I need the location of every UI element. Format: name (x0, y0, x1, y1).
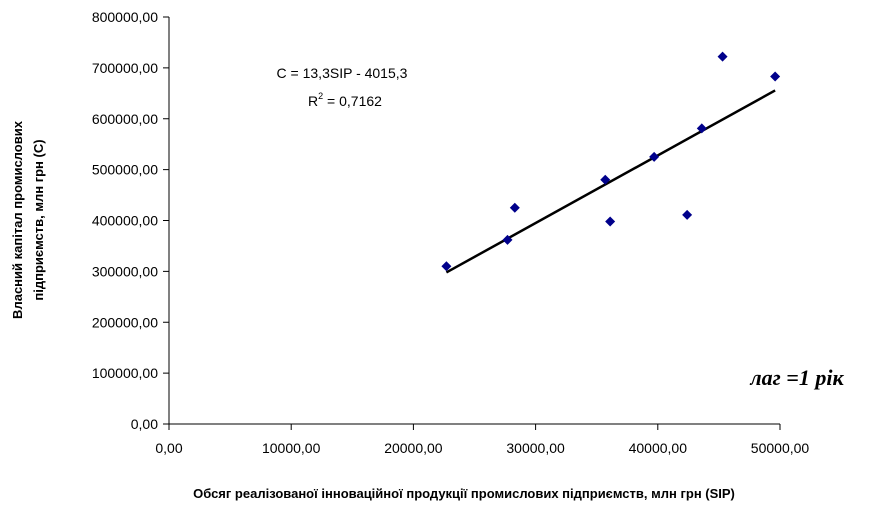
x-tick-label: 20000,00 (384, 440, 443, 456)
y-axis-ticks: 0,00 100000,00 200000,00 300000,00 400000,00… (92, 9, 169, 432)
data-point (441, 261, 452, 272)
data-point (605, 216, 616, 227)
data-point (682, 209, 693, 220)
y-axis-title-line-2: підприємств, млн грн (С) (31, 139, 46, 300)
y-tick-label: 800000,00 (92, 9, 158, 25)
data-point (600, 174, 611, 185)
r-squared-value: = 0,7162 (323, 93, 382, 109)
x-tick-label: 10000,00 (262, 440, 321, 456)
data-point (649, 151, 660, 162)
data-point (717, 51, 728, 62)
x-tick-label: 30000,00 (506, 440, 565, 456)
x-tick-label: 40000,00 (629, 440, 688, 456)
y-tick-label: 700000,00 (92, 60, 158, 76)
trendline (445, 89, 776, 274)
data-point (509, 202, 520, 213)
data-point (502, 234, 513, 245)
y-tick-label: 300000,00 (92, 263, 158, 279)
y-tick-label: 0,00 (131, 416, 158, 432)
r-squared-superscript: 2 (318, 91, 323, 101)
y-tick-label: 200000,00 (92, 314, 158, 330)
x-axis-ticks: 0,00 10000,00 20000,00 30000,00 40000,00 5000… (155, 424, 809, 456)
y-tick-label: 600000,00 (92, 111, 158, 127)
data-point (696, 123, 707, 134)
y-tick-label: 500000,00 (92, 162, 158, 178)
data-points (441, 51, 781, 272)
data-point (770, 71, 781, 82)
regression-equation: C = 13,3SIP - 4015,3 (277, 65, 408, 81)
y-tick-label: 400000,00 (92, 213, 158, 229)
y-tick-label: 100000,00 (92, 365, 158, 381)
x-tick-label: 0,00 (155, 440, 182, 456)
y-axis-title-line-1: Власний капітал промислових (10, 120, 25, 319)
x-axis-title: Обсяг реалізованої інноваційної продукці… (193, 486, 735, 501)
y-axis-title: Власний капітал промислових підприємств,… (10, 120, 46, 319)
lag-annotation: лаг =1 рік (749, 365, 844, 390)
x-tick-label: 50000,00 (751, 440, 810, 456)
r-squared-label: R2 = 0,7162 (308, 91, 382, 109)
